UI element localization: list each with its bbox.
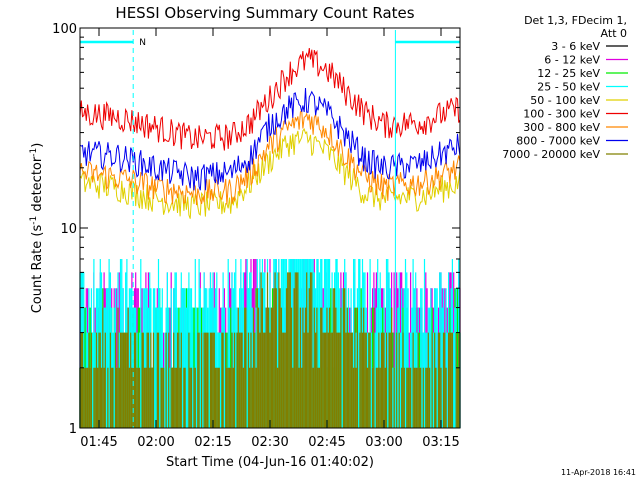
y-tick-label-1: 10 bbox=[60, 222, 77, 237]
x-tick-label-2: 02:15 bbox=[194, 435, 231, 450]
series-7 bbox=[79, 87, 461, 191]
x-tick-label-5: 03:00 bbox=[365, 435, 402, 450]
x-axis: 01:45 02:00 02:15 02:30 02:45 03:00 03:15 bbox=[80, 28, 460, 450]
y-axis-label-main: Count Rate (s bbox=[30, 225, 45, 314]
y-axis-label-mid: detector bbox=[30, 156, 45, 216]
legend-header-line-2: Att 0 bbox=[601, 27, 627, 40]
y-tick-label-0: 1 bbox=[69, 422, 77, 437]
y-minor-ticks bbox=[80, 36, 460, 369]
y-axis-label-sup-2: -1 bbox=[29, 148, 39, 157]
legend-label-7: 800 - 7000 keV bbox=[516, 135, 600, 148]
legend-label-8: 7000 - 20000 keV bbox=[502, 148, 600, 161]
legend-label-5: 100 - 300 keV bbox=[523, 108, 600, 121]
legend-label-1: 6 - 12 keV bbox=[544, 54, 600, 67]
y-axis: 1 10 100 bbox=[52, 22, 460, 437]
x-tick-label-3: 02:30 bbox=[251, 435, 288, 450]
x-tick-label-0: 01:45 bbox=[80, 435, 117, 450]
chart-title: HESSI Observing Summary Count Rates bbox=[115, 4, 414, 22]
y-tick-label-2: 100 bbox=[52, 22, 77, 37]
x-tick-label-4: 02:45 bbox=[308, 435, 345, 450]
series-line-4 bbox=[79, 128, 461, 219]
legend-label-4: 50 - 100 keV bbox=[530, 94, 600, 107]
timestamp: 11-Apr-2018 16:41 bbox=[561, 468, 636, 477]
series-4 bbox=[79, 128, 461, 219]
series-line-7 bbox=[79, 87, 461, 191]
data-layer bbox=[79, 48, 461, 428]
legend-label-2: 12 - 25 keV bbox=[537, 67, 600, 80]
night-flag-label: N bbox=[139, 38, 146, 48]
x-axis-label: Start Time (04-Jun-16 01:40:02) bbox=[166, 455, 374, 470]
y-axis-label: Count Rate (s-1 detector-1) bbox=[29, 143, 45, 314]
series-line-5 bbox=[79, 48, 461, 151]
legend-label-3: 25 - 50 keV bbox=[537, 81, 600, 94]
x-tick-label-1: 02:00 bbox=[137, 435, 174, 450]
y-axis-label-end: ) bbox=[30, 143, 45, 148]
x-tick-label-6: 03:15 bbox=[422, 435, 459, 450]
legend-label-0: 3 - 6 keV bbox=[551, 40, 600, 53]
y-axis-label-sup-1: -1 bbox=[29, 216, 39, 225]
legend-label-6: 300 - 800 keV bbox=[523, 121, 600, 134]
flag-layer: N bbox=[80, 30, 460, 428]
series-5 bbox=[79, 48, 461, 151]
legend-header-line-1: Det 1,3, FDecim 1, bbox=[524, 14, 627, 27]
